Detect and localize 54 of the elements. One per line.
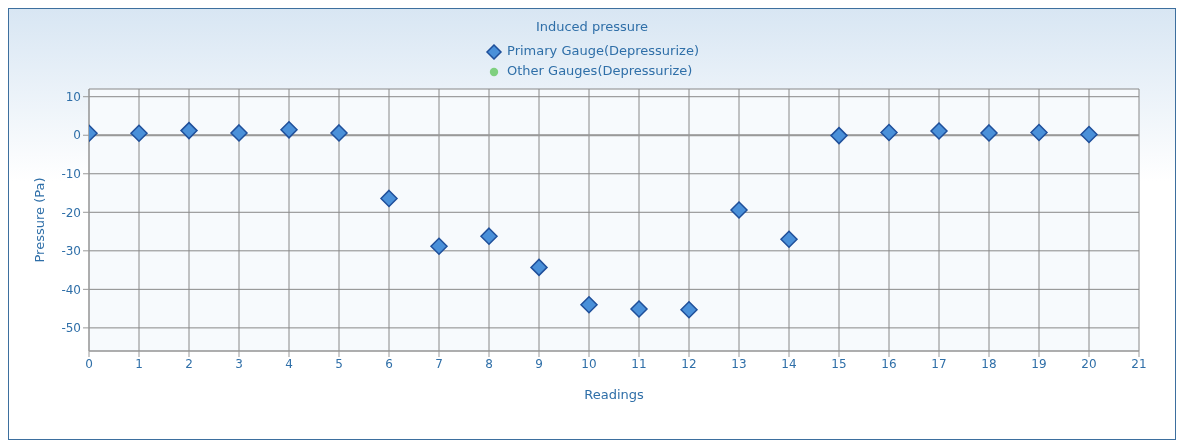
point bbox=[880, 123, 898, 142]
chart-title: Induced pressure bbox=[534, 18, 650, 36]
x-tick-label: 3 bbox=[235, 356, 243, 371]
x-tick-label: 14 bbox=[781, 356, 797, 371]
x-tick-label: 12 bbox=[681, 356, 697, 371]
point bbox=[380, 189, 398, 208]
y-tick-label: -30 bbox=[61, 244, 81, 259]
x-tick-label: 15 bbox=[831, 356, 847, 371]
point bbox=[430, 237, 448, 255]
point bbox=[980, 124, 998, 142]
x-tick-label: 5 bbox=[335, 356, 343, 371]
x-tick-label: 18 bbox=[981, 356, 997, 371]
point bbox=[330, 124, 348, 142]
x-tick-label: 13 bbox=[731, 356, 747, 371]
x-tick-label: 19 bbox=[1031, 356, 1047, 371]
point bbox=[130, 124, 148, 143]
x-tick-label: 11 bbox=[631, 356, 647, 371]
legend-label: Other Gauges(Depressurize) bbox=[507, 63, 693, 78]
x-tick-label: 6 bbox=[385, 356, 393, 371]
x-tick-label: 1 bbox=[135, 356, 143, 371]
point bbox=[480, 227, 498, 245]
y-tick-label: -20 bbox=[61, 205, 81, 220]
y-tick-label: -40 bbox=[61, 282, 81, 297]
x-tick-label: 9 bbox=[535, 356, 543, 371]
point bbox=[730, 201, 748, 219]
x-tick-label: 20 bbox=[1081, 356, 1097, 371]
x-tick-label: 7 bbox=[435, 356, 443, 371]
y-tick-label: 0 bbox=[73, 128, 81, 143]
point bbox=[680, 301, 698, 319]
point bbox=[530, 258, 548, 277]
x-tick-label: 16 bbox=[881, 356, 897, 371]
x-tick-label: 21 bbox=[1131, 356, 1147, 371]
x-tick-label: 0 bbox=[85, 356, 93, 371]
point bbox=[780, 230, 798, 249]
point bbox=[1080, 125, 1098, 144]
x-tick-label: 17 bbox=[931, 356, 947, 371]
point bbox=[930, 122, 948, 140]
y-axis-title: Pressure (Pa) bbox=[31, 177, 47, 263]
y-tick-label: 10 bbox=[65, 89, 81, 104]
point bbox=[230, 124, 248, 142]
point bbox=[830, 126, 848, 145]
x-tick-label: 2 bbox=[185, 356, 193, 371]
point bbox=[180, 121, 198, 140]
y-tick-label: -10 bbox=[61, 167, 81, 182]
x-tick-label: 8 bbox=[485, 356, 493, 371]
x-tick-label: 4 bbox=[285, 356, 293, 371]
x-tick-label: 10 bbox=[581, 356, 597, 371]
y-tick-label: -50 bbox=[61, 321, 81, 336]
point bbox=[580, 296, 598, 314]
point bbox=[1030, 123, 1048, 142]
point bbox=[630, 300, 648, 318]
x-axis-title: Readings bbox=[584, 387, 644, 402]
legend-label: Primary Gauge(Depressurize) bbox=[507, 43, 699, 58]
point bbox=[280, 121, 298, 139]
